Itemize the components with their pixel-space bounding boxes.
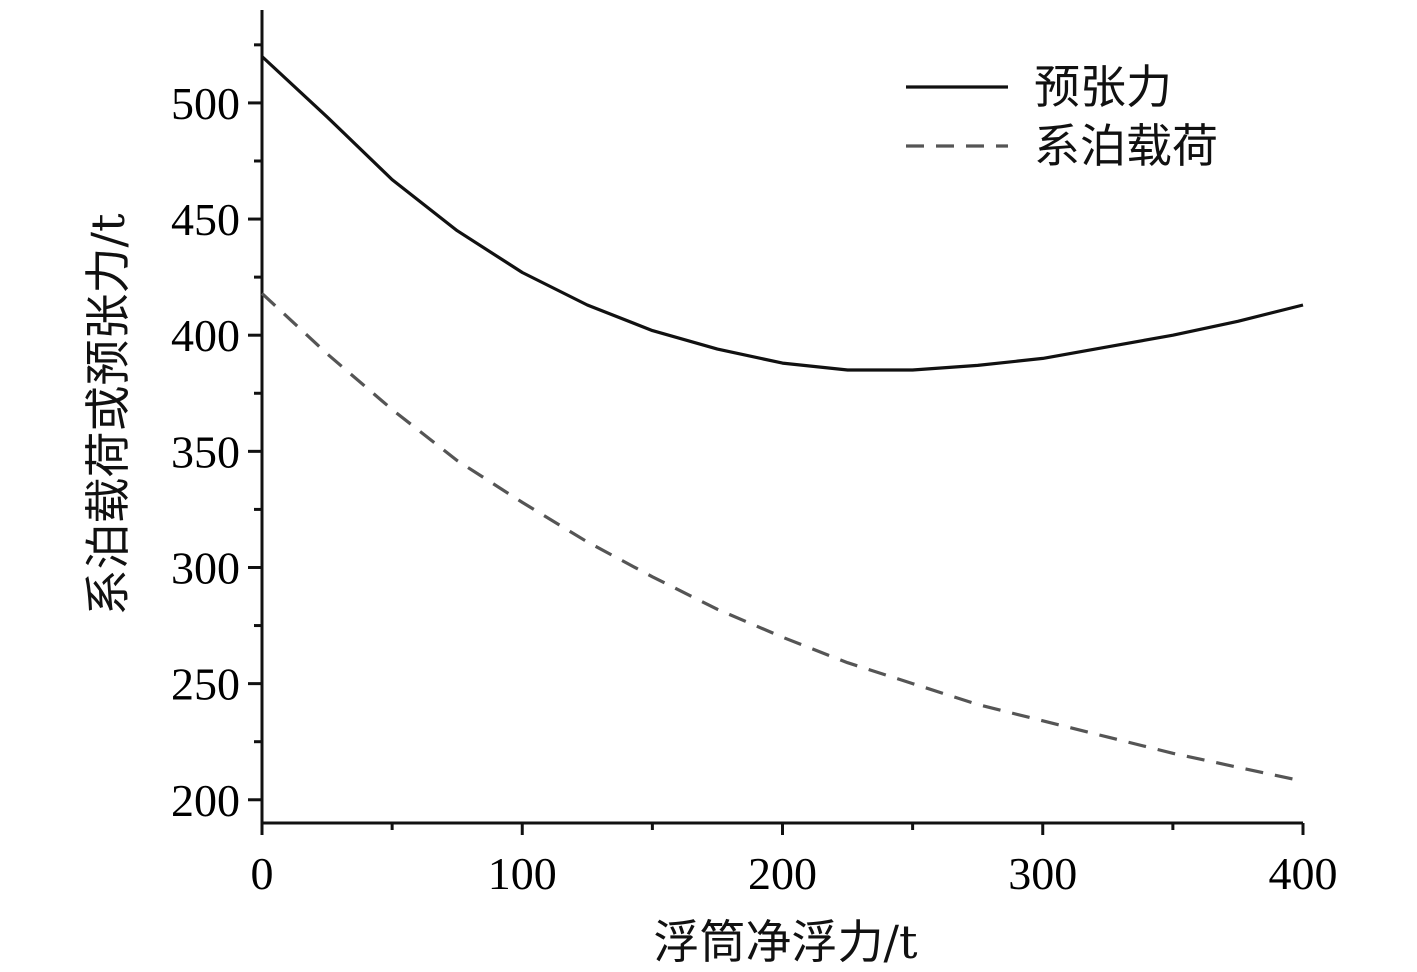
data-series xyxy=(260,55,1304,783)
axis-ticks: 0 100 200 300 400 200 250 300 350 400 450 500 xyxy=(171,43,1338,899)
x-axis-title: 浮筒净浮力/t xyxy=(654,915,918,969)
series-line-1 xyxy=(260,55,1304,372)
y-tick-label: 350 xyxy=(171,426,240,477)
y-tick-label: 500 xyxy=(171,78,240,129)
x-tick-label: 200 xyxy=(748,848,817,899)
legend-label-1: 预张力 xyxy=(1034,60,1172,114)
series-line-2 xyxy=(260,292,1304,783)
y-axis-title: 系泊载荷或预张力/t xyxy=(81,213,135,615)
x-tick-label: 100 xyxy=(488,848,557,899)
y-tick-label: 250 xyxy=(171,659,240,710)
x-tick-label: 300 xyxy=(1008,848,1077,899)
y-tick-label: 300 xyxy=(171,542,240,593)
legend-label-2: 系泊载荷 xyxy=(1034,119,1218,173)
y-tick-label: 400 xyxy=(171,310,240,361)
x-tick-label: 0 xyxy=(251,848,274,899)
x-tick-label: 400 xyxy=(1269,848,1338,899)
y-tick-label: 450 xyxy=(171,194,240,245)
y-tick-label: 200 xyxy=(171,775,240,826)
